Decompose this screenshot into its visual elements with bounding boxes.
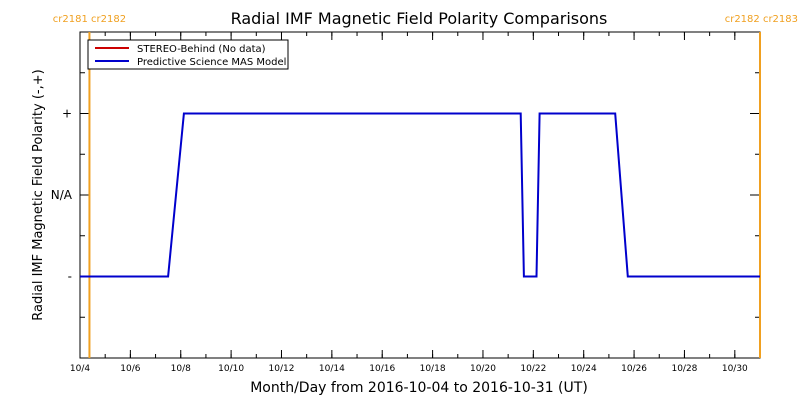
chart-title: Radial IMF Magnetic Field Polarity Compa… (231, 9, 608, 28)
y-tick-label: + (62, 107, 72, 121)
carrington-marker-label: cr2181 cr2182 (53, 14, 126, 25)
x-tick-label: 10/16 (369, 364, 395, 374)
x-tick-label: 10/18 (420, 364, 446, 374)
legend-label-stereo: STEREO-Behind (No data) (137, 44, 266, 55)
x-tick-label: 10/12 (269, 364, 295, 374)
x-tick-label: 10/4 (70, 364, 90, 374)
x-tick-label: 10/30 (722, 364, 748, 374)
legend: STEREO-Behind (No data) Predictive Scien… (87, 39, 289, 70)
x-tick-label: 10/28 (671, 364, 697, 374)
legend-label-model: Predictive Science MAS Model (137, 57, 286, 68)
y-tick-label: - (68, 270, 72, 284)
plot-frame (79, 31, 761, 359)
x-tick-label: 10/6 (120, 364, 140, 374)
y-tick-label: N/A (51, 188, 73, 202)
x-tick-label: 10/8 (171, 364, 191, 374)
carrington-marker-label: cr2182 cr2183 (725, 14, 798, 25)
x-tick-label: 10/20 (470, 364, 496, 374)
x-tick-label: 10/24 (571, 364, 597, 374)
y-axis-label: Radial IMF Magnetic Field Polarity (-,+) (31, 69, 46, 320)
x-tick-label: 10/10 (218, 364, 244, 374)
x-tick-label: 10/14 (319, 364, 345, 374)
series-line-model (80, 112, 760, 278)
x-tick-label: 10/26 (621, 364, 647, 374)
x-axis-label: Month/Day from 2016-10-04 to 2016-10-31 … (250, 380, 588, 396)
x-tick-label: 10/22 (520, 364, 546, 374)
legend-box (87, 39, 289, 70)
